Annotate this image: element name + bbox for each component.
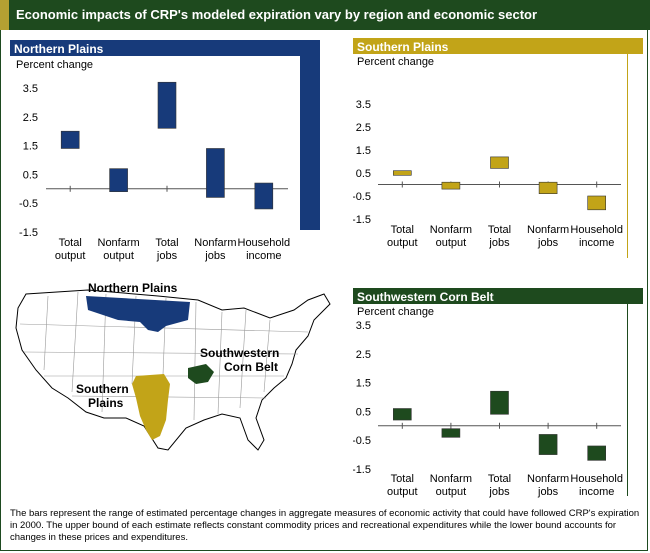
map-label-northern-plains: Northern Plains xyxy=(88,281,178,295)
y-tick-label: 0.5 xyxy=(356,406,371,418)
category-label: Total xyxy=(391,473,414,485)
category-label: output xyxy=(436,237,467,249)
category-label: output xyxy=(103,250,134,262)
category-label: output xyxy=(55,250,86,262)
range-bar xyxy=(538,181,558,194)
title-accent xyxy=(0,0,9,30)
y-tick-label: 2.5 xyxy=(356,122,371,134)
category-label: Total xyxy=(391,224,414,236)
category-label: Total xyxy=(488,473,511,485)
category-label: income xyxy=(246,250,281,262)
y-tick-label: 2.5 xyxy=(23,112,38,124)
range-bar xyxy=(392,408,412,421)
category-label: Nonfarm xyxy=(98,237,140,249)
range-bar xyxy=(441,428,461,438)
map-label-corn-belt: Corn Belt xyxy=(224,360,278,374)
category-label: jobs xyxy=(537,486,559,498)
range-bar xyxy=(157,81,177,129)
category-label: Nonfarm xyxy=(527,224,569,236)
range-bar xyxy=(60,130,80,149)
category-label: output xyxy=(436,486,467,498)
category-label: Household xyxy=(570,473,623,485)
category-label: Nonfarm xyxy=(430,224,472,236)
us-map: Northern Plains Southwestern Corn Belt S… xyxy=(8,280,338,472)
footnote: The bars represent the range of estimate… xyxy=(10,508,640,543)
y-tick-label: 1.5 xyxy=(356,145,371,157)
y-tick-label: 3.5 xyxy=(23,83,38,95)
y-tick-label: -0.5 xyxy=(353,191,371,203)
category-label: output xyxy=(387,486,418,498)
y-tick-label: 3.5 xyxy=(356,320,371,332)
y-axis-label: Percent change xyxy=(357,56,435,68)
y-tick-label: 0.5 xyxy=(356,168,371,180)
category-label: jobs xyxy=(204,250,226,262)
category-label: jobs xyxy=(488,237,510,249)
range-bar xyxy=(109,168,128,192)
y-tick-label: -0.5 xyxy=(353,435,371,447)
range-bar xyxy=(587,445,606,461)
y-tick-label: 3.5 xyxy=(356,99,371,111)
category-label: Total xyxy=(488,224,511,236)
panel-title: Southwestern Corn Belt xyxy=(353,288,643,304)
category-label: Nonfarm xyxy=(527,473,569,485)
map-label-plains: Plains xyxy=(88,396,124,410)
category-label: jobs xyxy=(537,237,559,249)
title-bar: Economic impacts of CRP's modeled expira… xyxy=(0,0,650,30)
panel-side-line xyxy=(627,304,628,496)
map-label-southwestern: Southwestern xyxy=(200,346,280,360)
y-tick-label: 1.5 xyxy=(23,141,38,153)
category-label: Household xyxy=(238,237,291,249)
chart-plot: 3.52.51.50.5-0.5-1.5TotaloutputNonfarmou… xyxy=(353,99,623,249)
panel-title: Northern Plains xyxy=(10,40,310,56)
range-bar xyxy=(441,181,461,190)
category-label: income xyxy=(579,486,614,498)
category-label: Household xyxy=(570,224,623,236)
range-bar xyxy=(392,170,412,176)
category-label: income xyxy=(579,237,614,249)
category-label: Total xyxy=(155,237,178,249)
category-label: Nonfarm xyxy=(430,473,472,485)
y-tick-label: 0.5 xyxy=(23,169,38,181)
y-tick-label: -1.5 xyxy=(19,227,38,239)
us-map-outline xyxy=(15,289,331,451)
range-bar xyxy=(490,156,509,169)
chart-plot: 3.52.51.50.5-0.5-1.5TotaloutputNonfarmou… xyxy=(353,320,623,498)
y-tick-label: -1.5 xyxy=(353,214,371,226)
panel-side-line xyxy=(627,54,628,258)
y-tick-label: -0.5 xyxy=(19,198,38,210)
range-bar xyxy=(490,390,509,415)
range-bar xyxy=(254,182,274,210)
chart-panel-northern-plains: Northern Plains Percent change 3.5 2.5 1.5… xyxy=(10,40,320,272)
figure-title: Economic impacts of CRP's modeled expira… xyxy=(16,7,538,22)
y-tick-label: 1.5 xyxy=(356,378,371,390)
region-southern-plains xyxy=(132,374,170,440)
map-label-southern: Southern xyxy=(76,382,129,396)
category-label: jobs xyxy=(156,250,178,262)
range-bar xyxy=(538,434,558,455)
category-label: output xyxy=(387,237,418,249)
chart-panel-southern-plains: Southern Plains Percent change 3.5 2.5 1.5… xyxy=(353,38,643,270)
category-label: jobs xyxy=(488,486,510,498)
region-northern-plains xyxy=(86,296,190,332)
chart-plot: 3.52.51.50.5-0.5-1.5TotaloutputNonfarmou… xyxy=(19,81,291,262)
range-bar xyxy=(587,195,606,211)
us-outline xyxy=(15,289,331,451)
y-tick-label: 2.5 xyxy=(356,349,371,361)
panel-side-bar xyxy=(300,40,320,230)
panel-title: Southern Plains xyxy=(353,38,643,54)
range-bar xyxy=(206,148,225,198)
y-axis-label: Percent change xyxy=(357,306,435,318)
category-label: Nonfarm xyxy=(194,237,236,249)
chart-panel-southwestern-corn-belt: Southwestern Corn Belt Percent change 3.… xyxy=(353,288,643,503)
y-tick-label: -1.5 xyxy=(353,464,371,476)
y-axis-label: Percent change xyxy=(16,59,94,71)
category-label: Total xyxy=(59,237,82,249)
region-southwestern-corn-belt xyxy=(188,364,214,384)
